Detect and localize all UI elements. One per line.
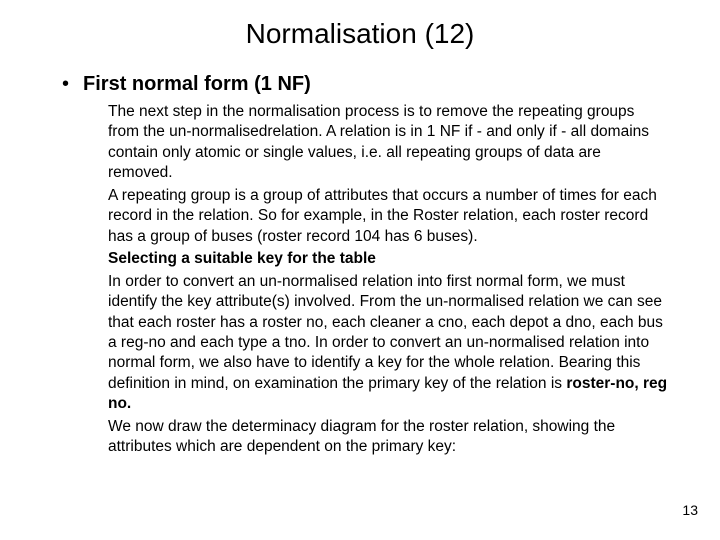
slide-title: Normalisation (12) bbox=[0, 18, 720, 50]
paragraph-1: The next step in the normalisation proce… bbox=[108, 102, 668, 184]
bullet-label: First normal form (1 NF) bbox=[83, 72, 311, 96]
paragraph-5: We now draw the determinacy diagram for … bbox=[108, 417, 668, 458]
bullet-item: • First normal form (1 NF) bbox=[62, 72, 720, 96]
subheading: Selecting a suitable key for the table bbox=[108, 249, 668, 269]
paragraph-2: A repeating group is a group of attribut… bbox=[108, 186, 668, 247]
page-number: 13 bbox=[682, 502, 698, 518]
body-text: The next step in the normalisation proce… bbox=[108, 102, 668, 458]
bullet-marker: • bbox=[62, 73, 69, 95]
paragraph-4: In order to convert an un-normalised rel… bbox=[108, 272, 668, 415]
slide: Normalisation (12) • First normal form (… bbox=[0, 18, 720, 540]
